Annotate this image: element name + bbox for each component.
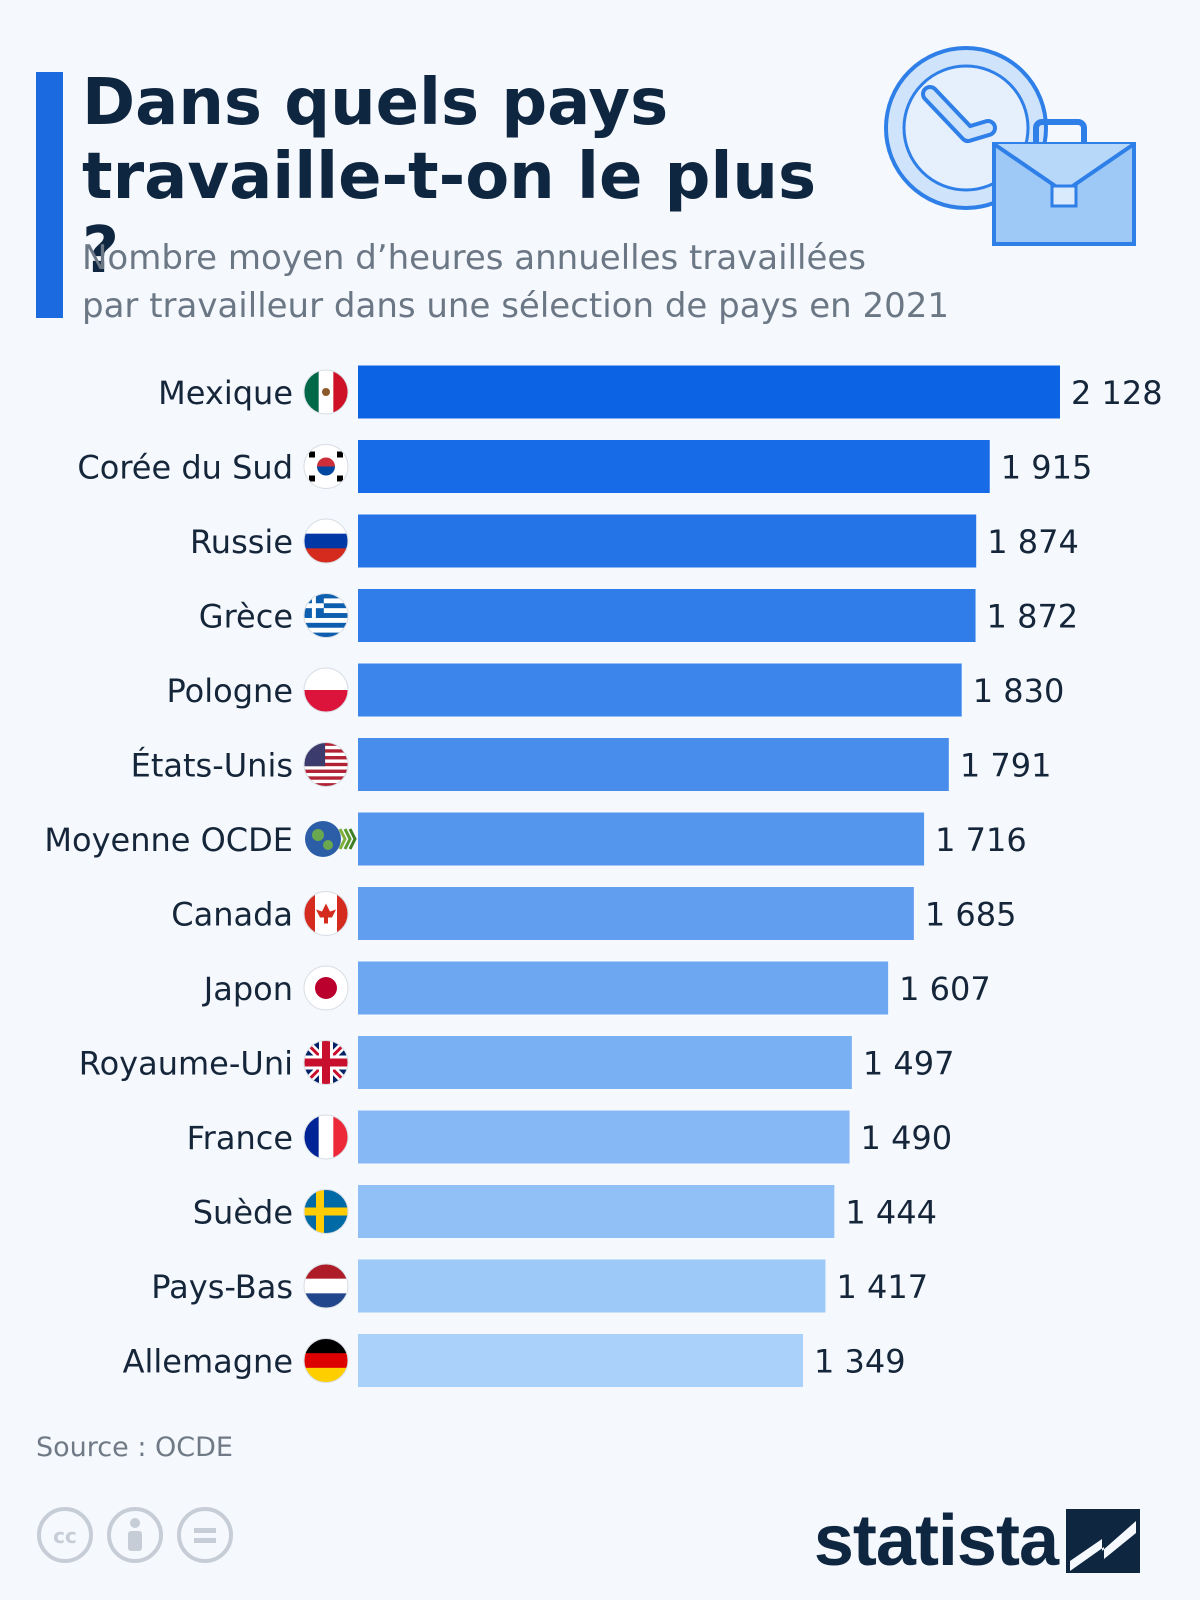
bar-row: Pologne 1 830 (167, 663, 1065, 717)
no-derivatives-icon[interactable] (176, 1506, 234, 1564)
value-label: 1 417 (836, 1268, 928, 1306)
bar-row: Moyenne OCDE 1 716 (44, 812, 1027, 866)
subtitle-line-2: par travailleur dans une sélection de pa… (82, 286, 949, 326)
bar (358, 365, 1060, 419)
sweden-flag-icon (303, 1189, 349, 1234)
uk-flag-icon (303, 1040, 349, 1085)
mexico-flag-icon (303, 369, 349, 415)
value-label: 1 830 (973, 672, 1065, 710)
value-label: 1 716 (935, 821, 1027, 859)
clock-briefcase-icon (884, 46, 1136, 246)
bar-row: Mexique 2 128 (158, 365, 1163, 419)
value-label: 1 685 (925, 896, 1017, 934)
bar (358, 1259, 826, 1313)
svg-text:cc: cc (53, 1524, 77, 1548)
statista-mark-icon (1066, 1509, 1140, 1573)
russia-flag-icon (303, 518, 349, 564)
attribution-icon[interactable] (106, 1506, 164, 1564)
accent-bar (36, 72, 63, 318)
category-label: Corée du Sud (77, 449, 293, 487)
bar-row: États-Unis 1 791 (131, 738, 1052, 791)
bar-row: Allemagne 1 349 (123, 1334, 906, 1387)
source-note: Source : OCDE (36, 1432, 233, 1463)
bar-row: Canada 1 685 (171, 887, 1016, 940)
creative-commons-icon[interactable]: cc (36, 1506, 94, 1564)
bar (358, 514, 977, 568)
bar (358, 812, 925, 866)
category-label: Russie (190, 523, 293, 561)
bar (358, 738, 949, 791)
bar-row: Russie 1 874 (190, 514, 1079, 568)
bar-row: Suède 1 444 (193, 1185, 937, 1238)
bar (358, 1110, 850, 1164)
category-label: Suède (193, 1194, 293, 1232)
oecd-flag-icon (305, 821, 357, 857)
bar-row: Royaume-Uni 1 497 (79, 1036, 955, 1089)
bar (358, 1185, 835, 1238)
greece-flag-icon (303, 593, 349, 638)
category-label: Japon (202, 970, 293, 1008)
category-label: Pays-Bas (151, 1268, 293, 1306)
category-label: États-Unis (131, 747, 293, 785)
usa-flag-icon (303, 742, 349, 787)
category-label: Canada (171, 896, 293, 934)
bar (358, 589, 976, 642)
subtitle: Nombre moyen d’heures annuelles travaill… (82, 234, 1102, 330)
value-label: 1 874 (987, 523, 1079, 561)
value-label: 1 349 (814, 1343, 906, 1381)
value-label: 1 497 (863, 1045, 955, 1083)
bar (358, 440, 990, 493)
netherlands-flag-icon (303, 1263, 349, 1309)
south-korea-flag-icon (303, 444, 349, 489)
category-label: Pologne (167, 672, 293, 710)
page-title: Dans quels pays travaille-t-on le plus ? (82, 66, 862, 288)
poland-flag-icon (303, 667, 349, 713)
bar-row: Corée du Sud 1 915 (77, 440, 1092, 493)
category-label: Grèce (199, 598, 293, 636)
category-label: Mexique (158, 374, 293, 412)
japan-flag-icon (303, 965, 349, 1011)
bar (358, 961, 889, 1015)
value-label: 2 128 (1071, 374, 1163, 412)
bar (358, 1334, 804, 1387)
bar (358, 1036, 852, 1089)
bar (358, 887, 914, 940)
bar-row: Pays-Bas 1 417 (151, 1259, 928, 1313)
value-label: 1 607 (899, 970, 991, 1008)
value-label: 1 791 (960, 747, 1052, 785)
category-label: Moyenne OCDE (44, 821, 293, 859)
value-label: 1 915 (1001, 449, 1093, 487)
title-line-1: Dans quels pays (82, 66, 669, 140)
license-icons: cc (36, 1506, 234, 1564)
statista-logo[interactable]: statista (814, 1500, 1140, 1582)
bar (358, 663, 962, 717)
category-label: Allemagne (123, 1343, 293, 1381)
bar-row: France 1 490 (187, 1110, 953, 1164)
category-label: France (187, 1119, 293, 1157)
germany-flag-icon (303, 1338, 349, 1383)
value-label: 1 490 (861, 1119, 953, 1157)
canada-flag-icon (303, 891, 349, 936)
title-line-2: travaille-t-on le plus ? (82, 140, 817, 288)
value-label: 1 872 (987, 598, 1079, 636)
brand-name: statista (813, 1501, 1059, 1581)
france-flag-icon (303, 1114, 349, 1160)
bar-row: Japon 1 607 (202, 961, 991, 1015)
bar-row: Grèce 1 872 (199, 589, 1078, 642)
value-label: 1 444 (845, 1194, 937, 1232)
category-label: Royaume-Uni (79, 1045, 293, 1083)
subtitle-line-1: Nombre moyen d’heures annuelles travaill… (82, 238, 867, 278)
